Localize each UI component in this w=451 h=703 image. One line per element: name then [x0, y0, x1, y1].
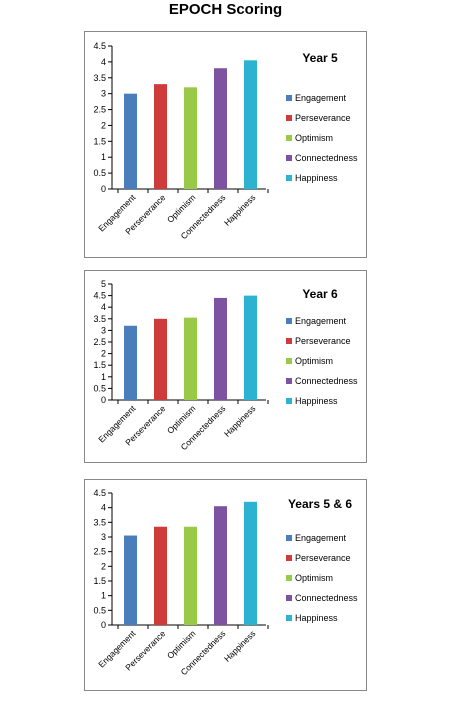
chart-panel-years-5-and-6: 0 0.5 1 1.5 2 2.5 3 3.5 4 4.5 Engagement Perseveran… [84, 479, 367, 691]
legend-swatch-optimism [286, 358, 292, 364]
chart-panel-year-5: 0 0.5 1 1.5 2 2.5 3 3.5 4 4.5 Engagement Perseveran… [84, 31, 367, 258]
bar-connectedness [214, 506, 227, 625]
y-tick-label: 2.5 [93, 105, 106, 115]
y-tick-label: 0 [101, 395, 106, 405]
chart-title: Years 5 & 6 [288, 497, 352, 511]
legend-label-optimism: Optimism [295, 356, 333, 366]
x-tick-label-happiness: Happiness [222, 403, 257, 438]
legend-label-happiness: Happiness [295, 173, 338, 183]
y-tick-label: 0 [101, 620, 106, 630]
bar-optimism [184, 526, 197, 625]
legend-label-connectedness: Connectedness [295, 593, 358, 603]
legend-label-connectedness: Connectedness [295, 376, 358, 386]
bar-connectedness [214, 297, 227, 400]
legend-swatch-connectedness [286, 155, 292, 161]
y-tick-label: 0 [101, 184, 106, 194]
bar-perseverance [154, 526, 167, 625]
x-tick-label-happiness: Happiness [222, 628, 257, 663]
y-tick-label: 0.5 [93, 383, 106, 393]
y-tick-label: 4 [101, 57, 106, 67]
y-tick-label: 2.5 [93, 337, 106, 347]
legend-swatch-optimism [286, 575, 292, 581]
y-tick-label: 3.5 [93, 517, 106, 527]
legend-swatch-engagement [286, 95, 292, 101]
legend-swatch-perseverance [286, 338, 292, 344]
legend-swatch-happiness [286, 175, 292, 181]
y-tick-label: 1 [101, 372, 106, 382]
legend-swatch-happiness [286, 398, 292, 404]
y-tick-label: 4 [101, 302, 106, 312]
y-tick-label: 1.5 [93, 576, 106, 586]
chart-title: Year 6 [302, 287, 338, 301]
y-tick-label: 1 [101, 152, 106, 162]
y-tick-label: 1.5 [93, 136, 106, 146]
legend-label-happiness: Happiness [295, 396, 338, 406]
chart-panel-year-6: 0 0.5 1 1.5 2 2.5 3 3.5 4 4.5 5 Engagement Persevera… [84, 270, 367, 463]
legend-label-perseverance: Perseverance [295, 553, 351, 563]
bar-engagement [124, 325, 137, 400]
y-tick-label: 3 [101, 532, 106, 542]
chart-title: Year 5 [302, 51, 338, 65]
legend-label-optimism: Optimism [295, 573, 333, 583]
bar-chart-years-5-and-6: 0 0.5 1 1.5 2 2.5 3 3.5 4 4.5 Engagement Perseveran… [93, 488, 358, 677]
y-tick-label: 2 [101, 561, 106, 571]
bar-perseverance [154, 84, 167, 189]
bar-engagement [124, 93, 137, 189]
legend-swatch-optimism [286, 135, 292, 141]
legend-swatch-connectedness [286, 378, 292, 384]
legend-swatch-engagement [286, 535, 292, 541]
bar-optimism [184, 87, 197, 189]
y-tick-label: 1.5 [93, 360, 106, 370]
y-tick-label: 4 [101, 503, 106, 513]
legend-swatch-happiness [286, 615, 292, 621]
legend-label-engagement: Engagement [295, 93, 347, 103]
legend-label-engagement: Engagement [295, 316, 347, 326]
y-tick-label: 4.5 [93, 291, 106, 301]
bar-happiness [244, 501, 257, 625]
page-title: EPOCH Scoring [168, 1, 283, 18]
y-tick-label: 0.5 [93, 605, 106, 615]
y-tick-label: 3.5 [93, 73, 106, 83]
y-tick-label: 3.5 [93, 314, 106, 324]
legend-swatch-connectedness [286, 595, 292, 601]
legend-label-optimism: Optimism [295, 133, 333, 143]
y-tick-label: 2 [101, 349, 106, 359]
legend-label-happiness: Happiness [295, 613, 338, 623]
x-tick-label-happiness: Happiness [222, 192, 257, 227]
y-tick-label: 2.5 [93, 547, 106, 557]
legend-label-perseverance: Perseverance [295, 336, 351, 346]
legend-label-perseverance: Perseverance [295, 113, 351, 123]
legend-swatch-engagement [286, 318, 292, 324]
y-tick-label: 4.5 [93, 488, 106, 498]
legend-swatch-perseverance [286, 555, 292, 561]
y-tick-label: 3 [101, 89, 106, 99]
bar-happiness [244, 60, 257, 189]
legend-label-engagement: Engagement [295, 533, 347, 543]
bar-optimism [184, 317, 197, 400]
y-tick-label: 3 [101, 325, 106, 335]
y-tick-label: 2 [101, 120, 106, 130]
bar-perseverance [154, 318, 167, 400]
legend-label-connectedness: Connectedness [295, 153, 358, 163]
legend-swatch-perseverance [286, 115, 292, 121]
y-tick-label: 4.5 [93, 41, 106, 51]
y-tick-label: 1 [101, 591, 106, 601]
bar-chart-year-5: 0 0.5 1 1.5 2 2.5 3 3.5 4 4.5 Engagement Perseveran… [93, 41, 358, 241]
bar-happiness [244, 295, 257, 400]
y-tick-label: 5 [101, 279, 106, 289]
bar-engagement [124, 535, 137, 625]
y-tick-label: 0.5 [93, 168, 106, 178]
bar-chart-year-6: 0 0.51 1.52 2.5 33.5 44.5 5 Engagement Persevera… [93, 279, 358, 452]
bar-connectedness [214, 68, 227, 189]
